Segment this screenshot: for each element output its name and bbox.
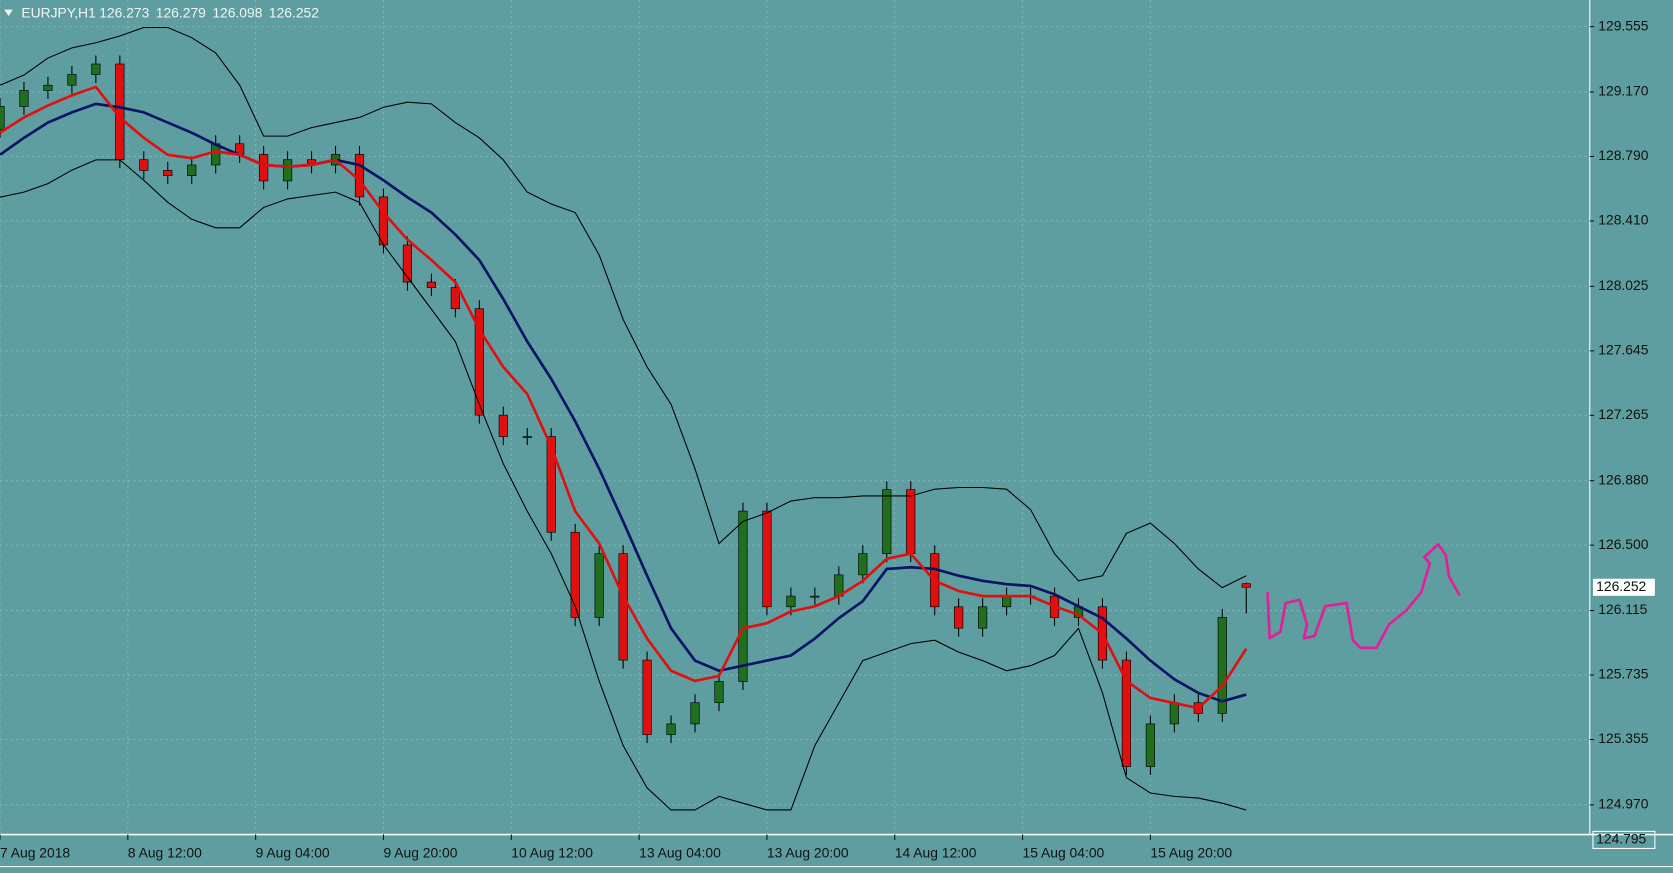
y-tick-label: 126.880 bbox=[1598, 471, 1648, 487]
candle-body bbox=[354, 154, 365, 198]
candle-body bbox=[139, 159, 149, 171]
candle-body bbox=[378, 196, 389, 246]
candle-body bbox=[259, 154, 269, 182]
candle-body bbox=[642, 659, 652, 735]
grid bbox=[0, 0, 1590, 835]
plot bbox=[0, 26, 1251, 811]
candle-body bbox=[163, 170, 173, 176]
candle-body bbox=[858, 553, 868, 576]
candle-body bbox=[0, 106, 5, 130]
candle-body bbox=[67, 74, 77, 86]
y-tick-label: 125.355 bbox=[1598, 730, 1648, 746]
y-tick-label: 128.790 bbox=[1598, 147, 1648, 163]
candle-body bbox=[1002, 595, 1012, 608]
candle-body bbox=[906, 489, 916, 554]
candle-body bbox=[762, 510, 772, 608]
x-tick-label: 15 Aug 20:00 bbox=[1150, 844, 1232, 860]
axes: 129.555 129.170 128.790 128.410 128.025 127.6… bbox=[0, 17, 1656, 860]
candle-body bbox=[426, 281, 436, 288]
candle-body bbox=[474, 308, 484, 416]
candle-body bbox=[954, 606, 964, 629]
candle-body bbox=[19, 90, 29, 107]
menu-arrow[interactable] bbox=[4, 9, 13, 17]
candle-body bbox=[1217, 617, 1227, 714]
candle-body bbox=[91, 63, 101, 75]
candle-body bbox=[738, 510, 748, 682]
x-tick-label: 9 Aug 20:00 bbox=[383, 844, 457, 860]
candle-body bbox=[1145, 723, 1155, 767]
y-tick-label: 127.645 bbox=[1598, 341, 1648, 357]
candle-body bbox=[978, 606, 988, 629]
candle-body bbox=[570, 531, 580, 618]
y-tick-label: 129.170 bbox=[1598, 83, 1648, 99]
indicator-line bbox=[0, 102, 1247, 703]
y-tick-label: 129.555 bbox=[1598, 17, 1648, 33]
x-tick-label: 10 Aug 12:00 bbox=[511, 844, 593, 860]
y-tick-label: 126.115 bbox=[1598, 601, 1647, 617]
candle-body bbox=[1169, 702, 1179, 725]
candle-body bbox=[498, 414, 508, 437]
x-tick-label: 13 Aug 20:00 bbox=[767, 844, 849, 860]
y-tick-label: 126.500 bbox=[1598, 536, 1648, 552]
candle-body bbox=[1121, 659, 1132, 767]
x-tick-label: 9 Aug 04:00 bbox=[256, 844, 330, 860]
candle-body bbox=[618, 553, 628, 661]
ohlc-open: 126.273 bbox=[99, 5, 149, 21]
y-tick-label: 127.265 bbox=[1598, 406, 1648, 422]
y-tick-label: 128.410 bbox=[1598, 212, 1648, 228]
hand-drawn-annotation bbox=[1266, 542, 1461, 650]
axis-min-label: 124.795 bbox=[1596, 831, 1646, 847]
ohlc-low: 126.098 bbox=[212, 5, 262, 21]
current-price-label: 126.252 bbox=[1596, 578, 1646, 594]
y-tick-label: 125.735 bbox=[1598, 666, 1648, 682]
candle-body bbox=[283, 159, 293, 182]
symbol-title: EURJPY,H1 bbox=[21, 5, 96, 21]
axis-min-box bbox=[1592, 830, 1656, 849]
candle-body bbox=[187, 164, 197, 176]
candle-body bbox=[666, 723, 676, 735]
candle-body bbox=[714, 681, 724, 704]
candle-body bbox=[786, 595, 796, 608]
x-tick-label: 7 Aug 2018 bbox=[0, 844, 70, 860]
candle-body bbox=[546, 436, 556, 533]
candle-body bbox=[450, 287, 460, 310]
candle-body bbox=[402, 244, 413, 283]
y-tick-label: 124.970 bbox=[1598, 796, 1648, 812]
candle-body bbox=[882, 489, 892, 554]
x-tick-label: 8 Aug 12:00 bbox=[128, 844, 202, 860]
indicator-line bbox=[0, 26, 1247, 589]
ohlc-close: 126.252 bbox=[269, 5, 319, 21]
candle-body bbox=[690, 702, 700, 725]
indicator-line bbox=[0, 159, 1247, 811]
x-tick-label: 15 Aug 04:00 bbox=[1023, 844, 1105, 860]
candle-body bbox=[1241, 583, 1251, 588]
current-price-box bbox=[1592, 578, 1655, 596]
candle-body bbox=[43, 84, 53, 91]
candle-body bbox=[594, 553, 604, 618]
x-tick-label: 14 Aug 12:00 bbox=[895, 844, 977, 860]
candle-body bbox=[522, 436, 532, 438]
candle-body bbox=[810, 595, 820, 598]
x-tick-label: 13 Aug 04:00 bbox=[639, 844, 721, 860]
y-tick-label: 128.025 bbox=[1598, 277, 1648, 293]
ohlc-high: 126.279 bbox=[156, 5, 206, 21]
indicator-line bbox=[0, 85, 1248, 710]
